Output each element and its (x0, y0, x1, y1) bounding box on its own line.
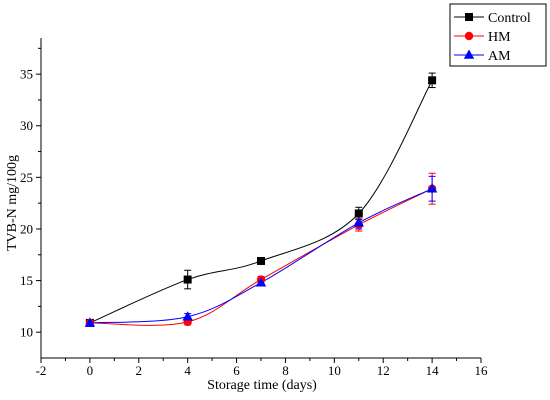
series-line-control (89, 80, 433, 324)
data-point-control (354, 209, 363, 218)
y-axis-label: TVB-N mg/100g (5, 155, 20, 251)
x-tick-label: 0 (87, 363, 94, 378)
y-tick-label: 35 (20, 67, 33, 82)
plot-area (84, 72, 438, 328)
data-point-control (257, 256, 265, 265)
data-point-am (255, 277, 267, 287)
x-tick-label: 12 (377, 363, 390, 378)
legend-marker-am (463, 49, 475, 59)
x-tick-label: 6 (233, 363, 240, 378)
data-point-am (353, 217, 364, 227)
legend: Control HM AM (449, 3, 547, 67)
x-tick-label: 4 (184, 363, 191, 378)
x-tick-label: 8 (282, 363, 289, 378)
legend-label-hm: HM (488, 30, 511, 45)
axes: -2 0 2 4 6 8 10 12 14 16 10 15 20 25 30 35 (20, 38, 488, 378)
x-tick-label: 14 (426, 363, 440, 378)
data-point-control (428, 76, 437, 85)
series-line-am (89, 188, 433, 324)
x-tick-label: -2 (36, 363, 47, 378)
y-tick-label: 15 (20, 273, 33, 288)
data-point-control (183, 275, 192, 284)
x-tick-label: 2 (136, 363, 143, 378)
x-tick-label: 10 (328, 363, 341, 378)
legend-label-am: AM (488, 49, 511, 64)
legend-marker-control (465, 13, 473, 21)
data-point-am (182, 311, 193, 321)
data-point-am (84, 317, 96, 327)
legend-label-control: Control (488, 11, 531, 26)
legend-marker-hm (464, 31, 474, 41)
data-point-am (426, 183, 438, 193)
x-tick-label: 16 (475, 363, 489, 378)
y-tick-label: 10 (20, 325, 33, 340)
y-tick-label: 25 (20, 170, 33, 185)
x-axis-label: Storage time (days) (207, 378, 317, 393)
y-tick-label: 20 (20, 221, 33, 236)
y-tick-label: 30 (20, 118, 33, 133)
